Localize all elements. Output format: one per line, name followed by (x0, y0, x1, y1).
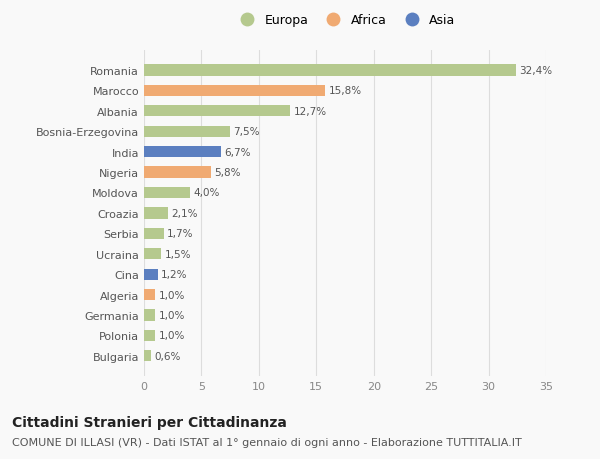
Text: 7,5%: 7,5% (233, 127, 260, 137)
Text: 1,5%: 1,5% (164, 249, 191, 259)
Text: COMUNE DI ILLASI (VR) - Dati ISTAT al 1° gennaio di ogni anno - Elaborazione TUT: COMUNE DI ILLASI (VR) - Dati ISTAT al 1°… (12, 437, 522, 447)
Bar (144, 208, 168, 219)
Text: 4,0%: 4,0% (193, 188, 220, 198)
Text: 1,2%: 1,2% (161, 269, 188, 280)
Text: 1,0%: 1,0% (159, 310, 185, 320)
Bar (144, 310, 155, 321)
Bar (144, 228, 164, 240)
Text: 1,0%: 1,0% (159, 330, 185, 341)
Bar (144, 147, 221, 158)
Bar (144, 86, 325, 97)
Text: 5,8%: 5,8% (214, 168, 241, 178)
Text: 0,6%: 0,6% (154, 351, 181, 361)
Text: 6,7%: 6,7% (224, 147, 251, 157)
Bar (144, 126, 230, 138)
Text: 32,4%: 32,4% (520, 66, 553, 76)
Bar (144, 106, 290, 117)
Bar (144, 167, 211, 178)
Text: 1,0%: 1,0% (159, 290, 185, 300)
Text: 12,7%: 12,7% (293, 106, 326, 117)
Text: Cittadini Stranieri per Cittadinanza: Cittadini Stranieri per Cittadinanza (12, 415, 287, 429)
Text: 2,1%: 2,1% (172, 208, 198, 218)
Bar (144, 350, 151, 362)
Bar (144, 249, 161, 260)
Bar (144, 65, 516, 77)
Bar (144, 187, 190, 199)
Bar (144, 269, 158, 280)
Bar (144, 289, 155, 301)
Text: 15,8%: 15,8% (329, 86, 362, 96)
Bar (144, 330, 155, 341)
Legend: Europa, Africa, Asia: Europa, Africa, Asia (235, 14, 455, 28)
Text: 1,7%: 1,7% (167, 229, 193, 239)
